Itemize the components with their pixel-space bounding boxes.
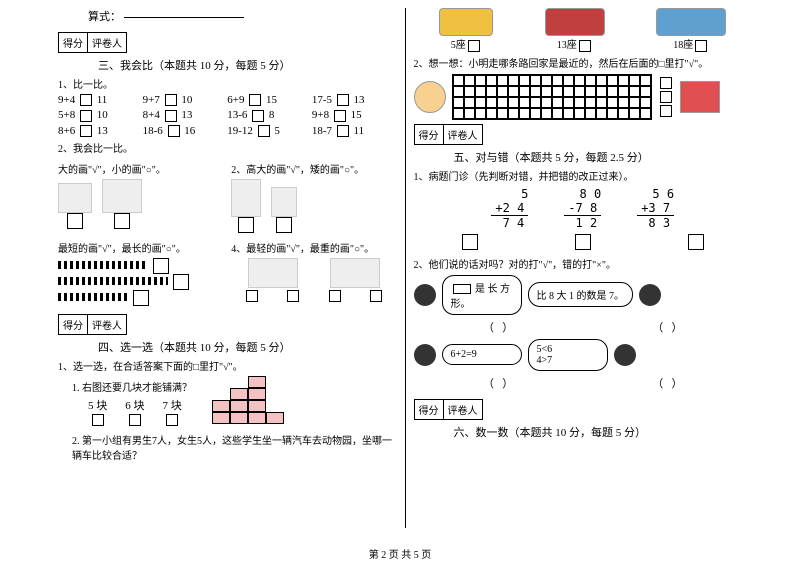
choice-box[interactable] (133, 290, 149, 306)
q-maze: 2、想一想：小明走哪条路回家是最近的，然后在后面的□里打"√"。 (414, 55, 753, 70)
rope-1 (58, 261, 148, 269)
q3-2a: 大的画"√"，小的画"○"。 (58, 161, 223, 176)
house-icon (680, 81, 720, 113)
head-icon (414, 344, 436, 366)
car-row: 5座 13座 18座 (414, 8, 753, 52)
score-box-4: 得分 评卷人 (58, 314, 127, 335)
q3-1: 1、比一比。 (58, 76, 397, 91)
choice-box[interactable] (246, 290, 258, 302)
rope-3 (58, 293, 128, 301)
head-icon (639, 284, 661, 306)
section-4-title: 四、选一选（本题共 10 分，每题 5 分） (98, 339, 397, 355)
car-1 (439, 8, 493, 36)
rope-2 (58, 277, 168, 285)
check-box[interactable] (462, 234, 478, 250)
vertical-math-row: 5+2 47 48 0-7 81 25 6+3 78 3 (414, 187, 753, 230)
head-icon (414, 284, 436, 306)
q3-2c: 最短的画"√"，最长的画"○"。 (58, 240, 223, 255)
opt-6: 6 块 (125, 400, 144, 412)
speech-bubble-2: 比 8 大 1 的数是 7。 (528, 282, 634, 307)
tiger-1 (231, 179, 261, 217)
speech-bubble-3: 6+2=9 (442, 344, 522, 365)
q4-1: 1、选一选，在合适答案下面的□里打"√"。 (58, 358, 397, 373)
speech-bubble-1: 是 长 方 形。 (442, 275, 522, 315)
q3-2d: 4、最轻的画"√"，最重的画"○"。 (231, 240, 396, 255)
maze-grid (452, 74, 652, 120)
stair-figure (212, 376, 284, 424)
choice-box[interactable] (92, 414, 104, 426)
q4-1-1: 1. 右图还要几块才能铺满？ (72, 379, 192, 394)
choice-box[interactable] (660, 77, 672, 89)
q3-2: 2、我会比一比。 (58, 140, 397, 155)
choice-box[interactable] (660, 105, 672, 117)
scale-2 (330, 258, 380, 288)
score-box-6: 得分 评卷人 (414, 399, 483, 420)
choice-box[interactable] (287, 290, 299, 302)
car-3 (656, 8, 726, 36)
choice-box[interactable] (468, 40, 480, 52)
choice-box[interactable] (329, 290, 341, 302)
choice-box[interactable] (238, 217, 254, 233)
speech-bubble-4: 5<6 4>7 (528, 339, 608, 371)
formula-label: 算式： (88, 11, 121, 23)
boy-icon (414, 81, 446, 113)
score-box-3: 得分 评卷人 (58, 32, 127, 53)
choice-box[interactable] (153, 258, 169, 274)
choice-box[interactable] (695, 40, 707, 52)
top-1 (58, 183, 92, 213)
section-6-title: 六、数一数（本题共 10 分，每题 5 分） (454, 424, 753, 440)
choice-box[interactable] (276, 217, 292, 233)
score-box-5: 得分 评卷人 (414, 124, 483, 145)
q3-2b: 2、高大的画"√"，矮的画"○"。 (231, 161, 396, 176)
section-3-title: 三、我会比（本题共 10 分，每题 5 分） (98, 57, 397, 73)
opt-7: 7 块 (163, 400, 182, 412)
choice-box[interactable] (173, 274, 189, 290)
choice-box[interactable] (129, 414, 141, 426)
tiger-2 (271, 187, 297, 217)
check-box[interactable] (688, 234, 704, 250)
car-2 (545, 8, 605, 36)
scale-1 (248, 258, 298, 288)
choice-box[interactable] (579, 40, 591, 52)
section-5-title: 五、对与错（本题共 5 分，每题 2.5 分） (454, 149, 753, 165)
head-icon (614, 344, 636, 366)
page-footer: 第 2 页 共 5 页 (0, 546, 800, 561)
choice-box[interactable] (67, 213, 83, 229)
q4-1-2: 2. 第一小组有男生7人，女生5人，这些学生坐一辆汽车去动物园，坐哪一辆车比较合… (72, 432, 397, 462)
q5-2: 2、他们说的话对吗？对的打"√"，错的打"×"。 (414, 256, 753, 271)
rect-icon (453, 284, 471, 294)
choice-box[interactable] (114, 213, 130, 229)
q5-1: 1、病题门诊（先判断对错，并把错的改正过来）。 (414, 168, 753, 183)
check-box[interactable] (575, 234, 591, 250)
choice-box[interactable] (370, 290, 382, 302)
opt-5: 5 块 (88, 400, 107, 412)
top-2 (102, 179, 142, 213)
blank-line (124, 17, 244, 18)
choice-box[interactable] (166, 414, 178, 426)
choice-box[interactable] (660, 91, 672, 103)
